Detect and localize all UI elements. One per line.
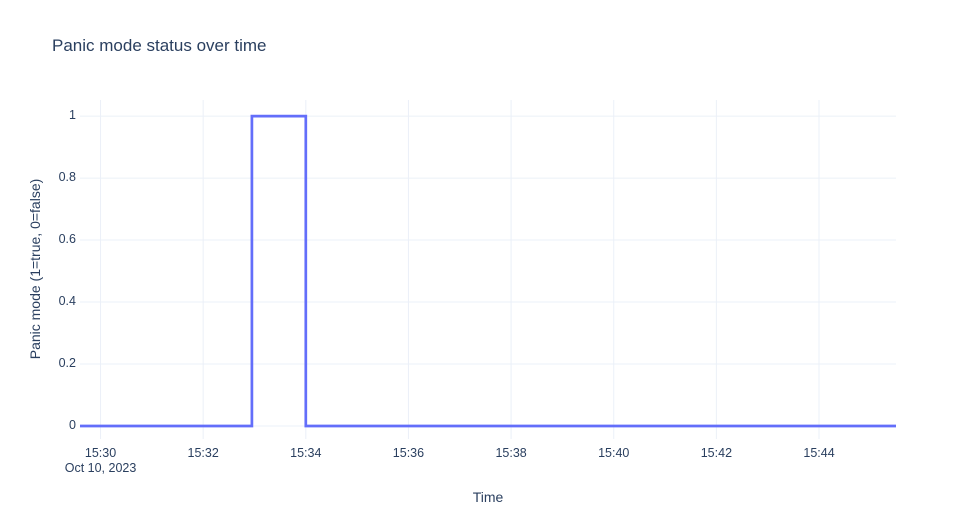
x-axis-date-label: Oct 10, 2023 [64, 461, 137, 475]
x-tick-label-1544: 15:44 [803, 446, 835, 460]
x-tick-label-1538: 15:38 [495, 446, 527, 460]
x-tick-label-1542: 15:42 [700, 446, 733, 460]
chart-title: Panic mode status over time [52, 36, 267, 55]
x-tick-label-1540: 15:40 [598, 446, 630, 460]
y-tick-label-0.8: 0.8 [58, 170, 76, 185]
series-line-panic-mode[interactable] [80, 114, 896, 428]
y-axis-title: Panic mode (1=true, 0=false) [27, 178, 43, 360]
y-tick-label-1: 1 [69, 108, 76, 123]
y-tick-label-0.6: 0.6 [58, 232, 76, 247]
y-tick-label-0.2: 0.2 [58, 356, 76, 370]
x-tick-label-1532: 15:32 [187, 446, 219, 460]
x-tick-label-1534: 15:34 [290, 446, 322, 460]
x-axis-title: Time [472, 489, 504, 505]
x-tick-label-1536: 15:36 [392, 446, 425, 460]
x-tick-label-1530: 15:30 [84, 446, 117, 460]
y-tick-label-0: 0 [69, 417, 76, 432]
y-tick-label-0.4: 0.4 [58, 294, 76, 309]
